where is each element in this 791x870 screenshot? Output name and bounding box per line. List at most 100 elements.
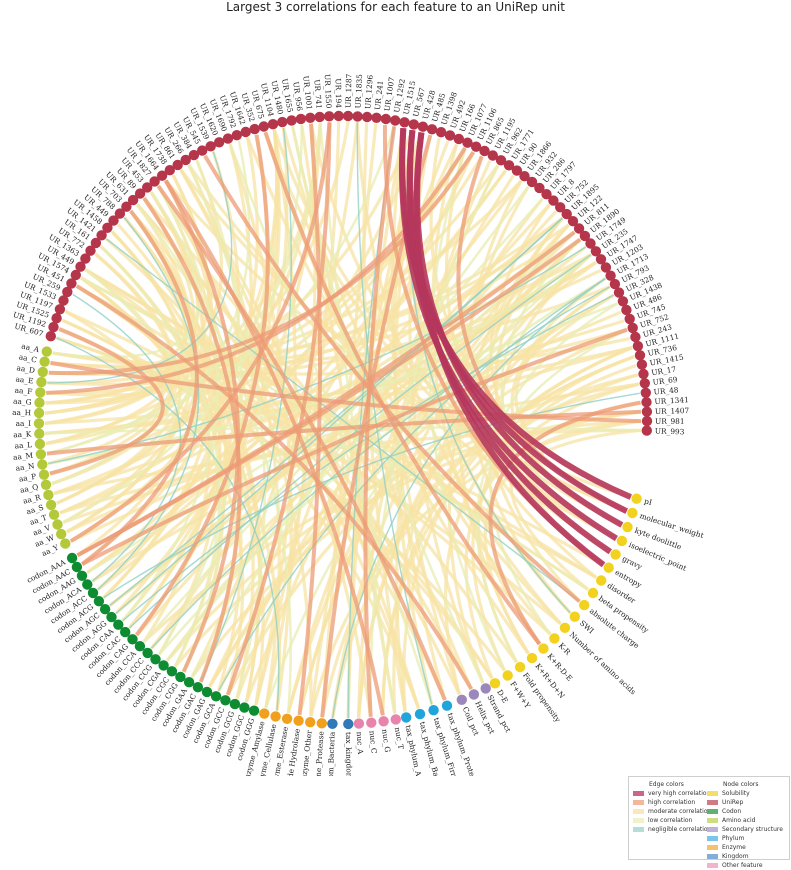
node-ur-1664: [156, 170, 168, 181]
node-number-of-amino-acids: [559, 622, 571, 633]
edge-high: [363, 126, 397, 717]
node-ur-1747: [595, 254, 607, 265]
edge-high: [81, 327, 628, 566]
node-label: aa_H: [12, 408, 32, 417]
node-label: Enzyme_Protease: [312, 731, 326, 776]
edge-moderate: [53, 164, 500, 495]
legend: Edge colors very high correlation high co…: [628, 776, 790, 869]
node-d-e: [489, 678, 501, 689]
edge-high: [263, 131, 542, 646]
node-nuc-c: [366, 717, 377, 728]
node-aa-g: [34, 397, 45, 408]
node-codon-cac: [120, 626, 131, 638]
edge-high: [49, 327, 165, 476]
node-label: aa_Q: [19, 482, 39, 495]
node-aa-c: [39, 356, 50, 367]
node-legend-swatch: [707, 818, 718, 823]
node-ur-962: [495, 155, 507, 166]
node-ur-811: [573, 223, 585, 234]
edge-high: [75, 284, 474, 691]
node-tax-phylum-firmicutes: [428, 705, 439, 716]
node-disorder: [596, 575, 607, 586]
node-molecular-weight: [627, 507, 638, 519]
edge-legend-title: Edge colors: [649, 781, 684, 788]
node-codon-ccg: [150, 654, 161, 665]
node-ur-1197: [54, 304, 66, 315]
node-codon-aaa: [66, 552, 78, 564]
node-ur-1001: [305, 112, 316, 124]
node-legend-label: Solubility: [722, 790, 750, 797]
node-ur-122: [567, 216, 579, 227]
node-ur-993: [641, 425, 652, 436]
node-legend-label: Enzyme: [722, 844, 746, 851]
node-label: aa_P: [18, 472, 37, 484]
node-pi: [631, 493, 642, 504]
edge-legend-label: high correlation: [648, 799, 696, 806]
node-label: UR_48: [653, 385, 679, 396]
node-ur-428: [417, 121, 429, 132]
node-label: aa_N: [15, 461, 36, 473]
node-enzyme-esterase: [281, 713, 293, 724]
node-fold-propensity: [514, 661, 526, 673]
node-ur-453: [142, 182, 153, 193]
edge-moderate: [309, 419, 642, 717]
node-label: aa_K: [13, 429, 32, 439]
edge-legend-label: low correlation: [648, 817, 693, 824]
node-aa-e: [36, 376, 47, 388]
node-aa-s: [45, 499, 57, 511]
node-legend-item: Solubility: [707, 789, 783, 798]
node-label: UR_1835: [354, 74, 365, 109]
node-label: aa_F: [14, 386, 32, 397]
node-legend-item: Enzyme: [707, 843, 783, 852]
edge-moderate: [320, 355, 635, 718]
node-aa-q: [40, 479, 52, 490]
node-ur-545: [197, 145, 208, 156]
node-entropy: [603, 562, 614, 573]
node-ur-752: [627, 322, 638, 334]
node-ur-1077: [462, 137, 473, 148]
node-codon-gcc: [220, 695, 231, 706]
edge-moderate: [52, 285, 611, 367]
node-tax-kingdom-bacteria: [327, 718, 338, 729]
node-codon-gag: [201, 686, 213, 698]
edge-legend-label: very high correlation: [648, 790, 711, 797]
node-ur-1398: [435, 127, 447, 138]
node-codon-caa: [113, 619, 124, 630]
node-label: UR_1407: [655, 406, 690, 416]
node-ur-741: [314, 111, 325, 123]
node-ur-752: [555, 202, 566, 213]
node-ur-567: [408, 119, 419, 130]
node-ur-194: [333, 110, 344, 122]
node-label: aa_I: [16, 419, 32, 428]
node-ur-161: [90, 237, 102, 249]
node-label: SWI: [578, 618, 596, 635]
node-ur-1655: [286, 115, 297, 126]
node-legend-item: Other feature: [707, 861, 783, 870]
node-label: aa_A: [21, 341, 41, 354]
edge-moderate: [381, 346, 633, 716]
node-ur-1407: [641, 406, 653, 417]
node-label: nuc_A: [355, 731, 365, 755]
node-ur-259: [62, 286, 73, 298]
node-ur-1104: [267, 119, 279, 130]
node-ur-865: [479, 145, 490, 157]
node-label: UR_69: [652, 375, 678, 387]
edge-high: [225, 122, 332, 696]
node-gravy: [610, 549, 621, 560]
node-helix-pct: [468, 689, 480, 700]
edge-high: [50, 360, 642, 424]
node-ur-1539: [205, 141, 216, 152]
node-label: aa_C: [18, 352, 38, 364]
node-ur-449: [108, 215, 119, 226]
node-ur-1792: [231, 130, 242, 141]
edge-high: [163, 179, 241, 673]
node-legend-label: Kingdom: [722, 853, 749, 860]
edge-legend-item: high correlation: [633, 798, 711, 807]
chart-title: Largest 3 correlations for each feature …: [226, 0, 565, 14]
node-k-r-d-e: [538, 643, 549, 654]
node-nuc-a: [353, 718, 365, 729]
node-label: UR_1550: [323, 74, 334, 109]
node-ur-1111: [632, 340, 644, 352]
node-legend-label: Other feature: [722, 862, 763, 869]
node-label: pI: [643, 496, 653, 507]
